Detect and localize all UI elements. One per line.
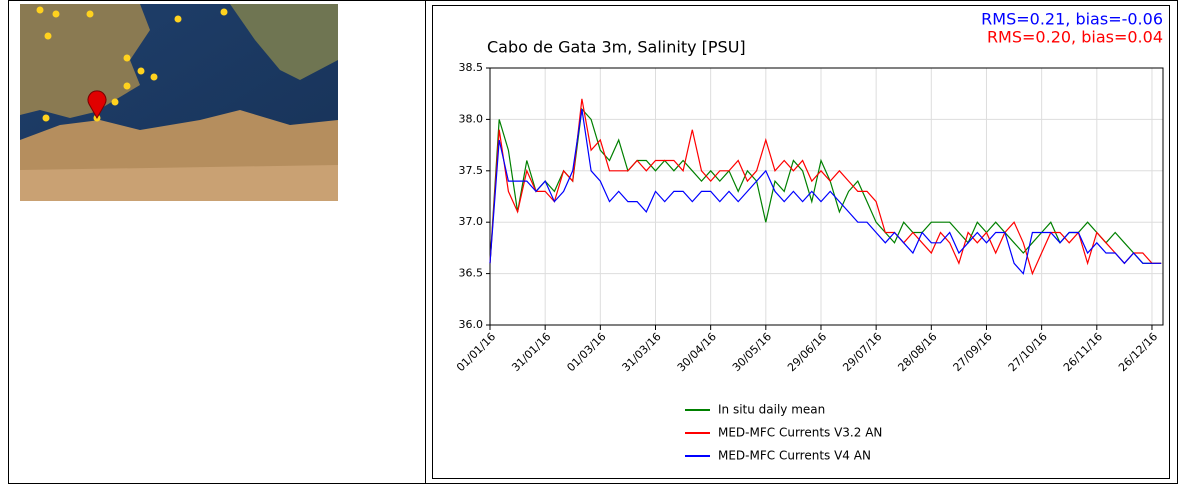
- y-tick-label: 37.0: [459, 215, 484, 228]
- y-tick-label: 36.0: [459, 318, 484, 331]
- series-line: [489, 109, 1162, 275]
- plot-frame: [489, 67, 1164, 326]
- series-line: [489, 107, 1162, 264]
- legend-label: MED-MFC Currents V3.2 AN: [718, 426, 882, 440]
- y-tick-label: 38.5: [459, 61, 484, 74]
- legend-label: In situ daily mean: [718, 403, 825, 417]
- y-tick-label: 37.5: [459, 164, 484, 177]
- annotation: RMS=0.21, bias=-0.06: [981, 10, 1163, 29]
- y-tick-label: 36.5: [459, 267, 484, 280]
- layout-frame: [8, 0, 1178, 484]
- series-line: [489, 98, 1162, 276]
- chart-title: Cabo de Gata 3m, Salinity [PSU]: [487, 38, 746, 57]
- annotation: RMS=0.20, bias=0.04: [987, 28, 1163, 47]
- y-tick-label: 38.0: [459, 112, 484, 125]
- legend-label: MED-MFC Currents V4 AN: [718, 449, 871, 463]
- map-image: [20, 4, 338, 201]
